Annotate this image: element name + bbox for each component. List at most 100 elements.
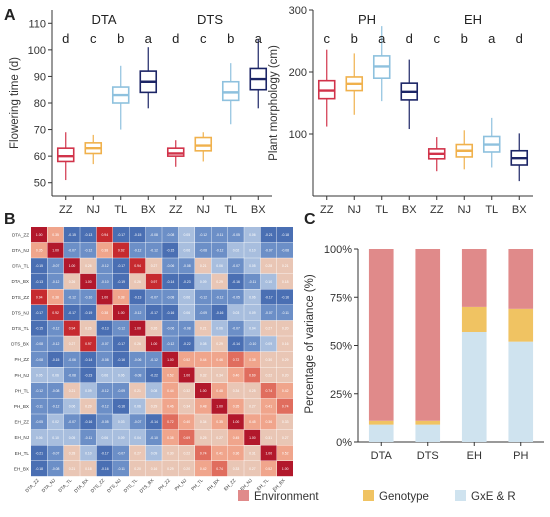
heatmap-col-label: EH_TL (256, 477, 270, 491)
heatmap-value: 0.33 (282, 420, 289, 424)
heatmap-value: -0.12 (117, 327, 125, 331)
panel-label-c: C (304, 211, 316, 228)
heatmap-cell (195, 336, 211, 352)
heatmap-value: -0.19 (117, 280, 125, 284)
heatmap-cell (227, 258, 244, 274)
heatmap-cell (162, 398, 179, 414)
heatmap-value: -0.15 (35, 327, 43, 331)
heatmap-cell (162, 445, 179, 461)
heatmap-row-label: DTS_NJ (12, 310, 29, 315)
heatmap-value: 1.00 (183, 373, 190, 377)
heatmap-row-label: EH_TL (15, 451, 30, 456)
heatmap-value: 1.00 (200, 389, 207, 393)
heatmap-value: 0.35 (233, 405, 240, 409)
heatmap-value: 0.21 (200, 264, 207, 268)
heatmap-cell (63, 461, 80, 477)
heatmap-col-label: EH_BX (272, 478, 286, 492)
heatmap-value: -0.17 (150, 311, 158, 315)
heatmap-value: 0.42 (200, 467, 207, 471)
heatmap-cell (145, 445, 162, 461)
heatmap-value: 1.00 (69, 264, 76, 268)
heatmap-value: 0.27 (216, 436, 223, 440)
heatmap-cell (260, 383, 277, 399)
heatmap-value: -0.10 (249, 342, 257, 346)
heatmap-value: 0.38 (101, 249, 108, 253)
heatmap-cell (260, 320, 277, 336)
heatmap-cell (80, 242, 97, 258)
heatmap-cell (227, 414, 244, 430)
heatmap-cell (195, 258, 211, 274)
heatmap-cell (244, 305, 261, 321)
heatmap-cell (96, 414, 113, 430)
heatmap-cell (162, 242, 179, 258)
significance-letter: a (488, 31, 496, 46)
heatmap-value: -0.12 (68, 295, 76, 299)
heatmap-cell (227, 305, 244, 321)
significance-letter: c (200, 31, 207, 46)
heatmap-value: 0.26 (151, 327, 158, 331)
heatmap-value: -0.05 (101, 420, 109, 424)
heatmap-value: 0.06 (249, 233, 256, 237)
heatmap-col-label: PH_BX (206, 478, 220, 492)
heatmap-value: -0.12 (199, 295, 207, 299)
heatmap-value: 0.46 (167, 405, 174, 409)
box-plot-morphology: Plant morphology (cm) PH EH 100 200 300 c ZZ… (268, 5, 533, 216)
heatmap-cell (260, 305, 277, 321)
heatmap-cell (63, 383, 80, 399)
heatmap-value: 0.06 (101, 436, 108, 440)
box-dta-bx (139, 47, 158, 109)
box-eh-tl (482, 117, 501, 168)
heatmap-row-label: EH_NJ (14, 435, 29, 440)
heatmap-cell (80, 305, 97, 321)
heatmap-value: 1.00 (118, 311, 125, 315)
heatmap-value: 0.18 (85, 467, 92, 471)
heatmap-value: -0.05 (232, 295, 240, 299)
heatmap-value: -0.12 (35, 389, 43, 393)
heatmap-value: -0.11 (35, 405, 43, 409)
heatmap-cell (277, 289, 293, 305)
heatmap-cell (195, 242, 211, 258)
heatmap-cell (178, 398, 195, 414)
heatmap-cell (211, 273, 228, 289)
heatmap-col-label: DTA_BX (73, 478, 89, 494)
heatmap-value: -0.08 (183, 264, 191, 268)
heatmap-cell (113, 289, 129, 305)
heatmap-value: 0.03 (118, 420, 125, 424)
heatmap-cell (244, 258, 261, 274)
heatmap-value: 0.27 (69, 342, 76, 346)
box-iqr (221, 80, 240, 102)
heatmap-value: -0.16 (117, 358, 125, 362)
significance-letter: d (406, 31, 413, 46)
heatmap-value: -0.14 (85, 358, 93, 362)
heatmap-value: -0.12 (52, 327, 60, 331)
heatmap-cell (260, 445, 277, 461)
heatmap-value: -0.17 (35, 311, 43, 315)
heatmap-cell (277, 429, 293, 445)
heatmap-row-label: PH_BX (14, 404, 29, 409)
panel-label-b: B (4, 211, 16, 228)
heatmap-value: 0.32 (183, 389, 190, 393)
y-tick-label: 60 (34, 151, 46, 163)
heatmap-cell (178, 289, 195, 305)
heatmap-cell (227, 445, 244, 461)
heatmap-cell (113, 367, 129, 383)
y-tick-label: 100 (289, 129, 307, 141)
heatmap-value: 0.05 (36, 373, 43, 377)
heatmap-cell (47, 367, 64, 383)
heatmap-row-label: DTA_ZZ (12, 232, 29, 237)
heatmap-cell (63, 320, 80, 336)
heatmap-value: -0.07 (117, 451, 125, 455)
heatmap-cell (178, 258, 195, 274)
heatmap-value: -0.07 (101, 342, 109, 346)
heatmap-value: 0.16 (282, 342, 289, 346)
significance-letter: c (434, 31, 441, 46)
heatmap-cell (63, 351, 80, 367)
heatmap-value: -0.11 (216, 233, 224, 237)
heatmap-value: -0.10 (85, 295, 93, 299)
heatmap-cell (244, 351, 261, 367)
x-tick-label: PH (513, 450, 528, 462)
heatmap-cell (244, 320, 261, 336)
y-tick-label: 80 (34, 98, 46, 110)
heatmap-value: -0.14 (150, 420, 158, 424)
heatmap-cell (80, 336, 97, 352)
